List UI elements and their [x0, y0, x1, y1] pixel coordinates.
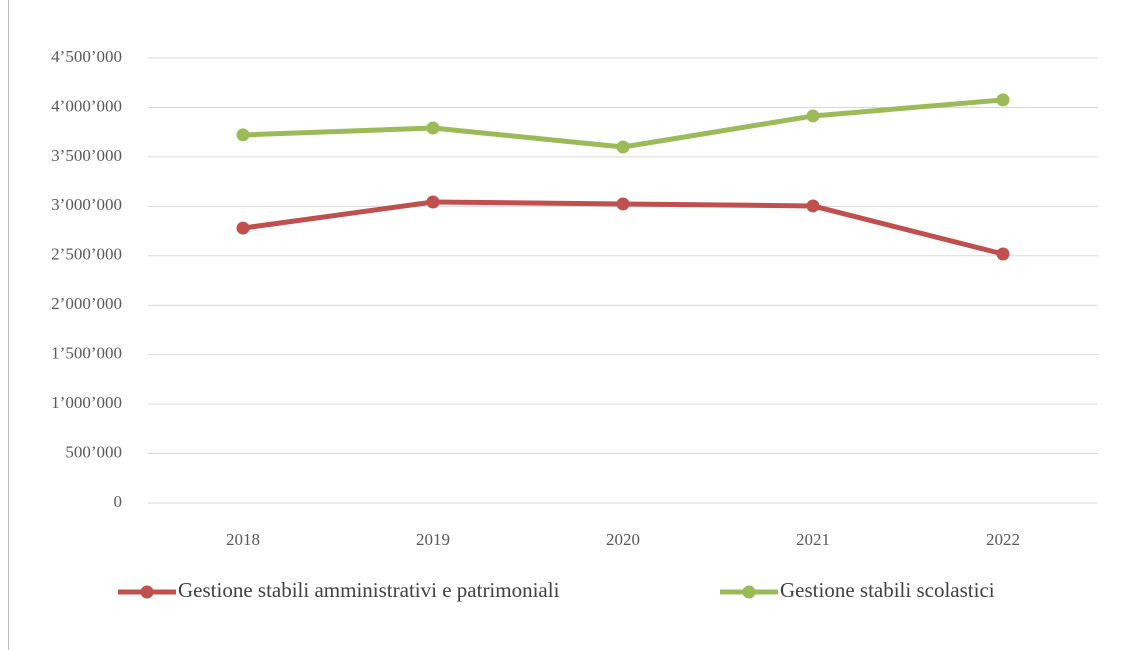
- data-point: [426, 121, 440, 135]
- x-tick-label: 2018: [226, 530, 260, 549]
- y-tick-label: 1’000’000: [51, 393, 122, 412]
- legend-label: Gestione stabili amministrativi e patrim…: [178, 578, 560, 602]
- data-point: [996, 93, 1010, 107]
- data-point: [996, 247, 1010, 261]
- data-point: [236, 128, 250, 142]
- x-tick-label: 2019: [416, 530, 450, 549]
- data-point: [426, 195, 440, 209]
- y-tick-label: 4’500’000: [51, 47, 122, 66]
- legend-marker: [140, 585, 154, 599]
- y-tick-label: 0: [114, 492, 123, 511]
- x-tick-label: 2021: [796, 530, 830, 549]
- y-tick-label: 1’500’000: [51, 344, 122, 363]
- data-point: [616, 197, 630, 211]
- legend-marker: [742, 585, 756, 599]
- y-tick-label: 2’000’000: [51, 294, 122, 313]
- data-point: [806, 199, 820, 213]
- y-tick-label: 3’500’000: [51, 146, 122, 165]
- y-tick-label: 2’500’000: [51, 245, 122, 264]
- y-tick-label: 4’000’000: [51, 96, 122, 115]
- x-tick-label: 2022: [986, 530, 1020, 549]
- x-tick-label: 2020: [606, 530, 640, 549]
- y-tick-label: 3’000’000: [51, 195, 122, 214]
- data-point: [616, 140, 630, 154]
- data-point: [236, 221, 250, 235]
- legend-label: Gestione stabili scolastici: [780, 578, 995, 602]
- y-tick-label: 500’000: [65, 442, 122, 461]
- data-point: [806, 109, 820, 123]
